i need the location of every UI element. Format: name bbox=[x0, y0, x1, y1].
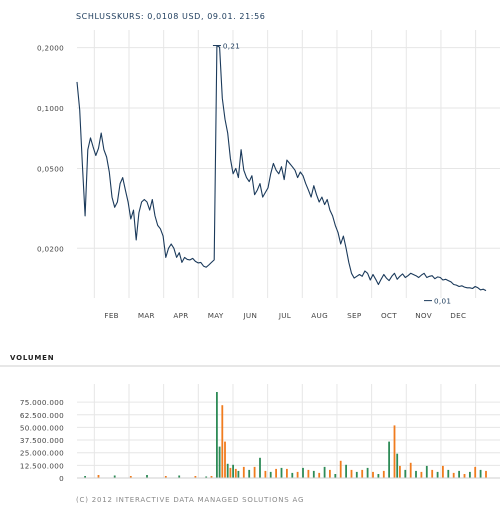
volume-bar bbox=[350, 469, 353, 478]
volume-bar bbox=[113, 475, 116, 478]
volume-bar bbox=[194, 476, 197, 478]
closing-price-header: SCHLUSSKURS: 0,0108 USD, 09.01. 21:56 bbox=[76, 12, 266, 21]
volume-grid bbox=[77, 384, 500, 479]
volume-bar bbox=[296, 471, 299, 478]
volume-bar bbox=[388, 441, 390, 478]
price-month-label: OCT bbox=[381, 311, 397, 320]
volume-bar bbox=[248, 469, 251, 478]
volume-bar bbox=[286, 468, 288, 478]
volume-bar bbox=[242, 466, 245, 478]
volume-bar bbox=[226, 463, 229, 478]
volume-bar bbox=[469, 471, 471, 478]
volume-bar bbox=[377, 474, 380, 478]
volume-bar bbox=[404, 469, 407, 478]
volume-bar bbox=[237, 470, 240, 478]
price-month-label: MAR bbox=[138, 311, 155, 320]
volume-bar bbox=[366, 467, 369, 478]
volume-bar bbox=[334, 474, 337, 478]
volume-bar bbox=[323, 466, 326, 478]
volume-bar bbox=[259, 457, 261, 478]
price-ytick-label: 0,1000 bbox=[37, 104, 64, 113]
volume-bar bbox=[302, 467, 304, 478]
volume-bar bbox=[345, 464, 347, 478]
price-month-label: DEC bbox=[450, 311, 466, 320]
price-month-label: SEP bbox=[347, 311, 362, 320]
volume-bar bbox=[205, 476, 208, 478]
volume-bar bbox=[431, 469, 434, 478]
volume-bar bbox=[458, 470, 460, 478]
volume-bar bbox=[234, 468, 237, 478]
price-annotation: 0,21 bbox=[223, 42, 240, 51]
volume-bar bbox=[146, 475, 148, 478]
price-annotation: 0,01 bbox=[434, 297, 451, 306]
price-chart: 0,2000 0,1000 0,0500 0,0200 FEB MAR APR MAY JUN J… bbox=[37, 30, 500, 320]
volume-bar bbox=[463, 474, 466, 478]
volume-bar bbox=[97, 475, 100, 478]
volume-bar bbox=[84, 476, 86, 478]
volume-bar bbox=[396, 453, 399, 478]
volume-ytick-label: 0 bbox=[59, 474, 64, 483]
volume-bar bbox=[452, 472, 455, 478]
price-month-label: NOV bbox=[415, 311, 432, 320]
volume-bar bbox=[232, 464, 234, 478]
volume-bar bbox=[221, 405, 224, 478]
volume-bar bbox=[253, 466, 256, 478]
volume-bar bbox=[361, 469, 364, 478]
volume-bar bbox=[218, 446, 221, 478]
price-series-line bbox=[76, 44, 487, 292]
price-ytick-label: 0,0200 bbox=[37, 244, 64, 253]
volume-bar bbox=[425, 465, 428, 478]
volume-bar bbox=[399, 465, 401, 478]
price-month-label: AUG bbox=[311, 311, 328, 320]
volume-bar bbox=[275, 468, 277, 478]
volume-bar bbox=[485, 470, 487, 478]
volume-bar bbox=[436, 471, 439, 478]
volume-bar bbox=[339, 460, 342, 478]
volume-bar bbox=[269, 471, 272, 478]
price-ytick-label: 0,0500 bbox=[37, 164, 64, 173]
price-month-label: MAY bbox=[208, 311, 224, 320]
volume-bar bbox=[420, 471, 423, 478]
volume-ytick-label: 12.500.000 bbox=[20, 461, 64, 470]
volume-bar bbox=[479, 469, 482, 478]
volume-bar bbox=[329, 469, 331, 478]
price-grid bbox=[77, 30, 500, 298]
volume-ytick-label: 37.500.000 bbox=[20, 436, 64, 445]
volume-bar bbox=[372, 471, 374, 478]
volume-bar bbox=[129, 476, 132, 478]
volume-bar bbox=[318, 472, 321, 478]
copyright-footer: (C) 2012 INTERACTIVE DATA MANAGED SOLUTI… bbox=[76, 496, 305, 504]
volume-bar bbox=[264, 470, 267, 478]
volume-bar bbox=[291, 472, 294, 478]
volume-bar bbox=[178, 475, 181, 478]
volume-bar bbox=[447, 469, 450, 478]
volume-ytick-label: 25.000.000 bbox=[20, 449, 64, 458]
volume-bar bbox=[216, 392, 218, 478]
volume-bar bbox=[393, 425, 396, 478]
price-month-label: APR bbox=[173, 311, 188, 320]
volume-bar bbox=[224, 441, 226, 478]
volume-bar bbox=[312, 470, 315, 478]
volume-bar bbox=[307, 469, 310, 478]
volume-bar bbox=[164, 476, 167, 478]
volume-ytick-label: 50.000.000 bbox=[20, 423, 64, 432]
volume-ytick-label: 62.500.000 bbox=[20, 411, 64, 420]
volume-bar bbox=[415, 470, 417, 478]
volume-ytick-label: 75.000.000 bbox=[20, 398, 64, 407]
volume-bar bbox=[382, 470, 385, 478]
volume-bar bbox=[409, 462, 412, 478]
volume-bar bbox=[442, 465, 444, 478]
volume-bar bbox=[229, 467, 232, 478]
volume-bar bbox=[280, 467, 283, 478]
price-month-label: JUN bbox=[242, 311, 257, 320]
volume-bar bbox=[474, 466, 477, 478]
volume-bar bbox=[210, 476, 213, 478]
volume-bar bbox=[355, 471, 358, 478]
price-month-label: JUL bbox=[278, 311, 291, 320]
volume-title: VOLUMEN bbox=[10, 354, 55, 362]
price-month-label: FEB bbox=[104, 311, 119, 320]
price-ytick-label: 0,2000 bbox=[37, 44, 64, 53]
